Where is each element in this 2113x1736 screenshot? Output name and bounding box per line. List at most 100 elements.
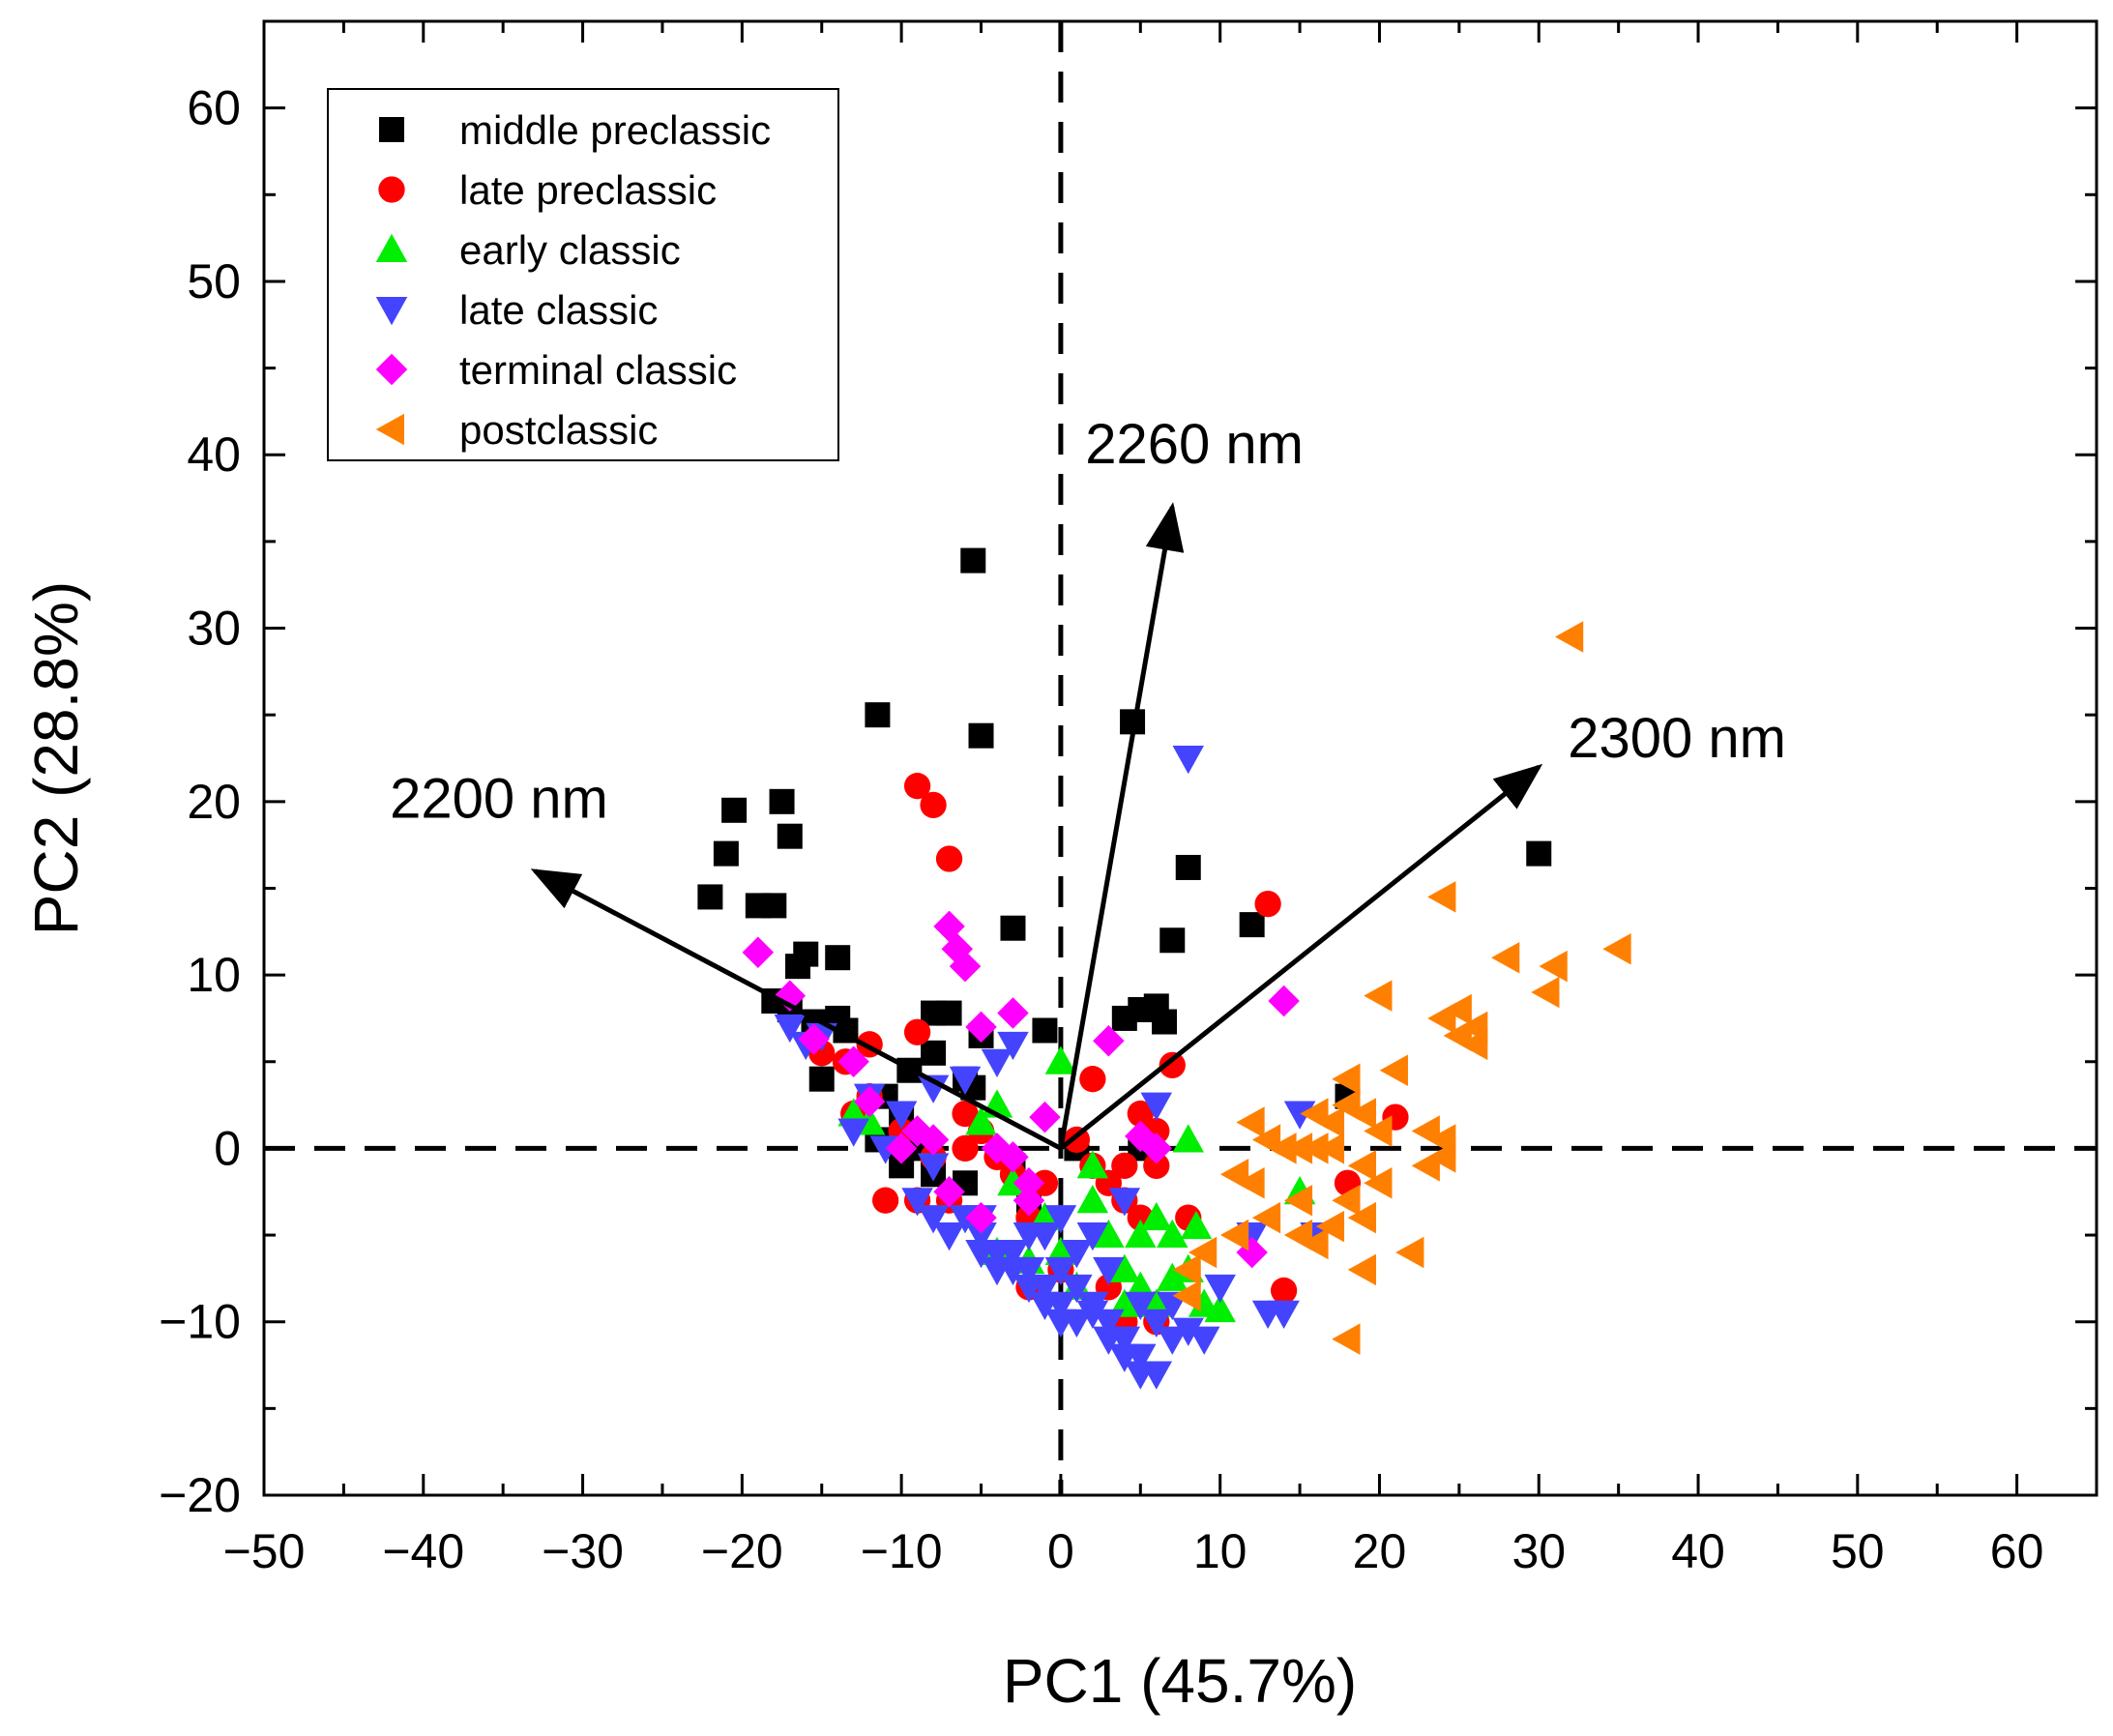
data-point [1539, 950, 1568, 983]
data-point [903, 773, 931, 800]
data-point [1143, 1152, 1170, 1179]
data-point [1172, 1124, 1204, 1153]
data-point [1204, 1293, 1236, 1323]
series-postclassic [1172, 621, 1631, 1355]
data-point [1044, 1256, 1077, 1286]
data-point [949, 1066, 982, 1095]
loading-arrow [1058, 502, 1185, 1149]
x-tick-label: −50 [223, 1524, 306, 1578]
data-point [1204, 1274, 1236, 1304]
data-point [997, 997, 1029, 1029]
x-tick-label: 50 [1831, 1524, 1885, 1578]
data-point [1159, 1051, 1186, 1079]
data-point [742, 936, 775, 969]
data-point [1157, 1219, 1189, 1249]
data-point [1076, 1184, 1109, 1214]
data-point [1061, 1274, 1093, 1304]
data-point [1602, 932, 1631, 965]
data-point [1188, 1326, 1220, 1355]
data-point [1093, 1219, 1125, 1249]
x-tick-label: −10 [861, 1524, 943, 1578]
data-point [1172, 1253, 1201, 1286]
data-point [903, 1018, 931, 1045]
data-point [1300, 1227, 1329, 1260]
x-tick-label: 20 [1353, 1524, 1407, 1578]
data-point [901, 1188, 933, 1217]
loading-label: 2300 nm [1568, 707, 1786, 770]
data-point [1364, 980, 1393, 1012]
data-point [1108, 1343, 1141, 1372]
data-point [952, 1100, 979, 1128]
data-point [1254, 890, 1281, 918]
legend-label: postclassic [459, 407, 658, 453]
legend-marker [375, 297, 408, 326]
data-point [798, 1023, 830, 1055]
y-tick-label: 30 [187, 602, 241, 656]
data-point [1012, 1167, 1045, 1199]
y-tick-label: 40 [187, 427, 241, 482]
axis-tick-labels: −50 −40 −30 −20 −10 0 10 20 30 40 50 60 −20 −10 0 10 20 3… [159, 81, 2043, 1578]
legend-marker [375, 233, 408, 262]
y-tick-label: 0 [214, 1121, 241, 1175]
data-point [1140, 1133, 1173, 1164]
data-point [981, 1048, 1013, 1078]
data-point [837, 1045, 869, 1078]
data-point [920, 791, 947, 819]
data-point [1111, 1005, 1137, 1031]
data-point [1364, 1167, 1393, 1199]
data-point [1159, 927, 1186, 954]
legend-label: middle preclassic [459, 107, 771, 153]
data-point [1079, 1066, 1106, 1093]
y-axis-label: PC2 (28.8%) [21, 581, 91, 935]
data-point [769, 788, 795, 814]
data-point [968, 722, 994, 749]
data-point [885, 1101, 918, 1130]
data-point [1172, 1280, 1201, 1312]
data-point [933, 1222, 965, 1251]
data-point [777, 823, 803, 849]
data-point [1347, 1150, 1376, 1182]
legend-box [327, 88, 839, 461]
y-tick-label: −10 [159, 1295, 241, 1349]
data-point [1427, 1141, 1456, 1173]
legend-label: terminal classic [459, 347, 737, 393]
data-point [1044, 1045, 1077, 1074]
data-point [965, 1222, 997, 1251]
data-point [785, 954, 811, 980]
x-tick-label: 60 [1990, 1524, 2044, 1578]
data-point [952, 1134, 979, 1162]
data-point [997, 1141, 1029, 1173]
data-point [865, 702, 891, 728]
loading-label: 2200 nm [390, 768, 608, 831]
data-point [1108, 1253, 1141, 1282]
data-point [1061, 1239, 1093, 1269]
y-tick-label: 50 [187, 254, 241, 309]
data-point [1031, 1169, 1059, 1196]
data-point [1219, 1219, 1249, 1251]
data-point [1180, 1210, 1213, 1240]
y-tick-label: 10 [187, 948, 241, 1002]
data-point [1443, 993, 1472, 1026]
loading-vectors: 2200 nm 2260 nm 2300 nm [390, 413, 1786, 1151]
legend: middle preclassic late preclassic early cl… [327, 88, 839, 461]
data-point [917, 1205, 950, 1234]
data-point [1140, 1309, 1173, 1338]
data-point [1364, 1115, 1393, 1147]
data-point [1188, 1236, 1218, 1269]
data-point [917, 1124, 950, 1156]
plot-frame [262, 19, 2098, 1497]
y-tick-label: −20 [159, 1468, 241, 1522]
data-point [1268, 1133, 1297, 1164]
data-point [949, 950, 982, 983]
data-point [1012, 1222, 1045, 1251]
data-point [933, 1175, 965, 1208]
loading-label: 2260 nm [1085, 413, 1304, 476]
x-tick-label: 0 [1047, 1524, 1074, 1578]
legend-marker [375, 413, 404, 446]
data-point [1172, 1317, 1204, 1346]
x-axis-label: PC1 (45.7%) [1003, 1646, 1357, 1716]
data-point [1379, 1054, 1408, 1086]
data-point [1491, 941, 1520, 974]
data-point [1032, 1017, 1058, 1044]
x-tick-label: −40 [382, 1524, 464, 1578]
